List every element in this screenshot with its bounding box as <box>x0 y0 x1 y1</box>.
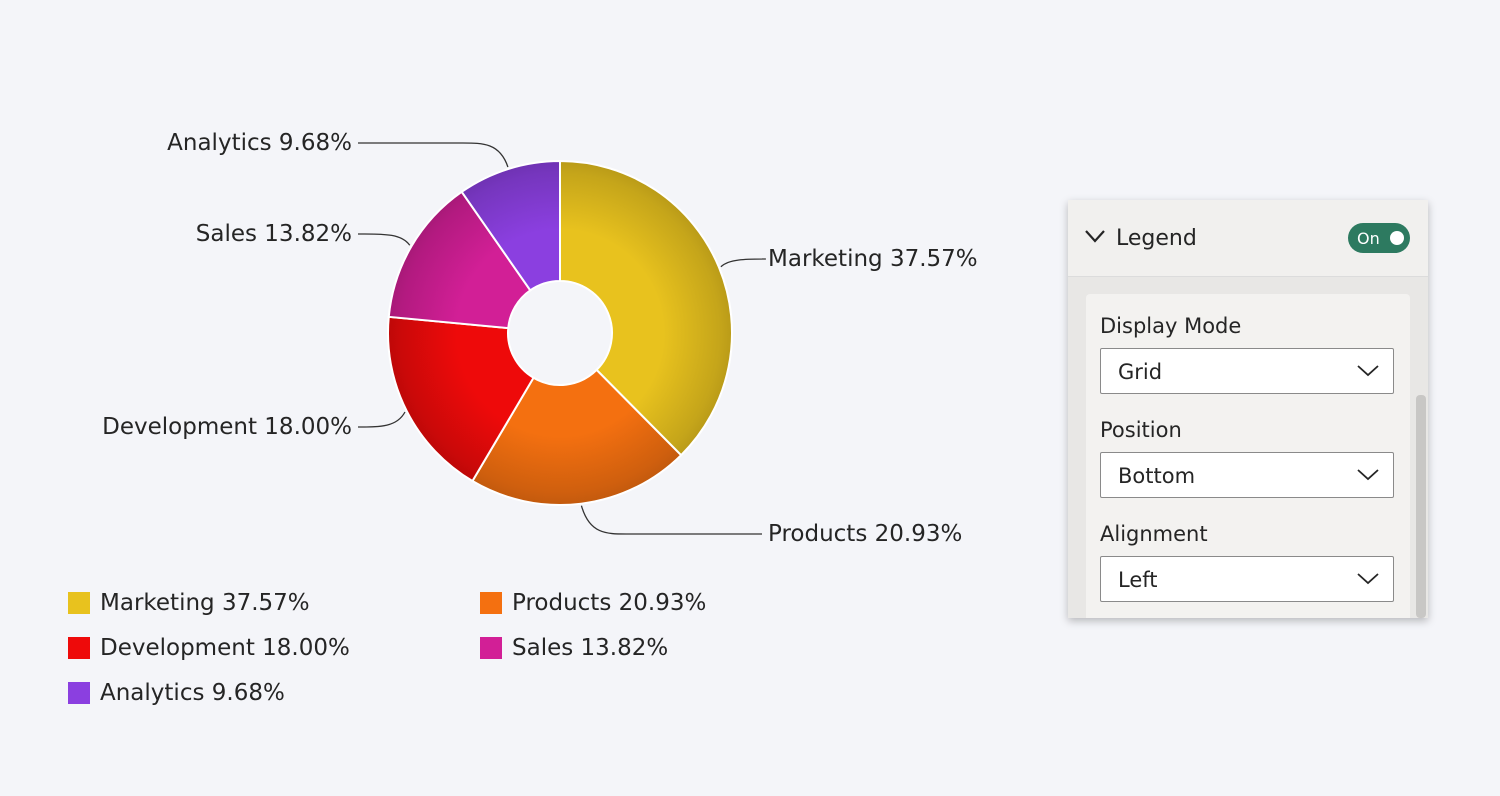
donut-chart: Marketing 37.57% Products 20.93% Developme… <box>68 130 978 706</box>
legend-value: 9.68% <box>212 680 285 706</box>
data-label: Analytics 9.68% <box>167 130 352 156</box>
data-label: Sales 13.82% <box>196 221 352 247</box>
label-category: Sales <box>196 221 257 247</box>
legend-entry: Products 20.93% <box>512 590 706 616</box>
leader-line <box>358 142 509 168</box>
dropdown-value: Left <box>1118 568 1158 592</box>
legend-category: Products <box>512 590 611 616</box>
legend-entry: Development 18.00% <box>100 635 350 661</box>
legend-category: Development <box>100 635 255 661</box>
dropdown[interactable]: Grid <box>1100 348 1394 394</box>
leader-line <box>580 505 762 535</box>
legend-category: Analytics <box>100 680 204 706</box>
slice <box>387 315 535 483</box>
legend-swatch <box>480 637 502 659</box>
slice <box>387 190 532 330</box>
legend-entry: Marketing 37.57% <box>100 590 310 616</box>
legend-category: Marketing <box>100 590 215 616</box>
scrollbar[interactable] <box>1416 395 1426 618</box>
legend-swatch <box>68 682 90 704</box>
dropdown-arrow <box>1357 365 1379 377</box>
data-label: Marketing 37.57% <box>768 246 978 272</box>
slice <box>460 159 561 292</box>
slice <box>471 368 683 506</box>
dropdown[interactable]: Left <box>1100 556 1394 602</box>
legend-entry: Sales 13.82% <box>512 635 668 661</box>
legend-value: 20.93% <box>619 590 707 616</box>
field-label: Position <box>1100 418 1182 442</box>
label-category: Marketing <box>768 246 883 272</box>
slice <box>559 159 733 457</box>
field-label: Alignment <box>1100 522 1208 546</box>
legend-value: 13.82% <box>581 635 669 661</box>
toggle-label: On <box>1357 229 1380 248</box>
label-value: 9.68% <box>279 130 352 156</box>
label-category: Analytics <box>167 130 271 156</box>
legend-entry: Analytics 9.68% <box>100 680 285 706</box>
format-pane: Legend On Display Mode Grid Position Bottom… <box>1068 200 1428 618</box>
dropdown-value: Grid <box>1118 360 1163 384</box>
label-value: 13.82% <box>264 221 352 247</box>
label-category: Products <box>768 521 867 547</box>
leader-line <box>358 411 406 428</box>
chevron <box>1085 230 1105 243</box>
leader-line <box>720 258 766 268</box>
dropdown-arrow <box>1357 573 1379 585</box>
leader-line <box>358 233 411 246</box>
legend-value: 37.57% <box>222 590 310 616</box>
legend-swatch <box>68 637 90 659</box>
settings-card: Display Mode Grid Position Bottom Alignment L… <box>1086 294 1410 618</box>
legend-swatch <box>480 592 502 614</box>
legend-value: 18.00% <box>262 635 350 661</box>
dropdown-value: Bottom <box>1118 464 1196 488</box>
legend-header[interactable]: Legend On <box>1068 200 1428 277</box>
field-label: Display Mode <box>1100 314 1242 338</box>
label-value: 37.57% <box>890 246 978 272</box>
toggle[interactable]: On <box>1348 223 1410 253</box>
label-value: 20.93% <box>875 521 963 547</box>
label-value: 18.00% <box>264 414 352 440</box>
toggle-knob <box>1390 231 1404 245</box>
section-title: Legend <box>1116 226 1197 251</box>
legend-swatch <box>68 592 90 614</box>
dropdown[interactable]: Bottom <box>1100 452 1394 498</box>
label-category: Development <box>102 414 257 440</box>
data-label: Development 18.00% <box>102 414 352 440</box>
data-label: Products 20.93% <box>768 521 962 547</box>
dropdown-arrow <box>1357 469 1379 481</box>
legend-category: Sales <box>512 635 573 661</box>
